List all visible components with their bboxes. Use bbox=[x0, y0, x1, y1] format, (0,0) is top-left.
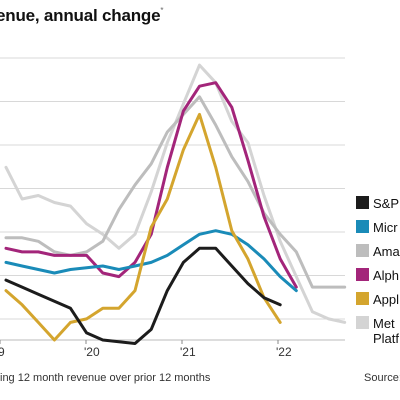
chart-title: enue, annual change* bbox=[0, 6, 163, 26]
legend-swatch bbox=[356, 220, 369, 233]
x-tick-label: '21 bbox=[180, 345, 196, 359]
x-tick-label: 9 bbox=[0, 345, 5, 359]
legend-label: Appl bbox=[373, 292, 399, 307]
legend-swatch bbox=[356, 244, 369, 257]
series-line bbox=[4, 81, 298, 289]
legend-swatch bbox=[356, 316, 369, 329]
legend-label: Micr bbox=[373, 220, 398, 235]
legend-label: S&P bbox=[373, 196, 399, 211]
legend-label: Ama bbox=[373, 244, 400, 259]
legend-label: Met bbox=[373, 316, 395, 331]
x-tick-label: '20 bbox=[84, 345, 100, 359]
footnote: ing 12 month revenue over prior 12 month… bbox=[0, 372, 211, 384]
legend-swatch bbox=[356, 268, 369, 281]
series-line bbox=[4, 246, 282, 345]
source-label: Source: bbox=[364, 372, 400, 384]
series-line bbox=[4, 229, 298, 293]
legend-swatch bbox=[356, 196, 369, 209]
legend-label: Platf bbox=[373, 331, 399, 346]
legend-swatch bbox=[356, 292, 369, 305]
chart-title-text: enue, annual change bbox=[0, 6, 161, 25]
x-tick-label: '22 bbox=[276, 345, 292, 359]
legend-label: Alph bbox=[373, 268, 399, 283]
series-line bbox=[4, 112, 282, 342]
series-line bbox=[4, 95, 347, 289]
title-marker: * bbox=[160, 6, 164, 15]
